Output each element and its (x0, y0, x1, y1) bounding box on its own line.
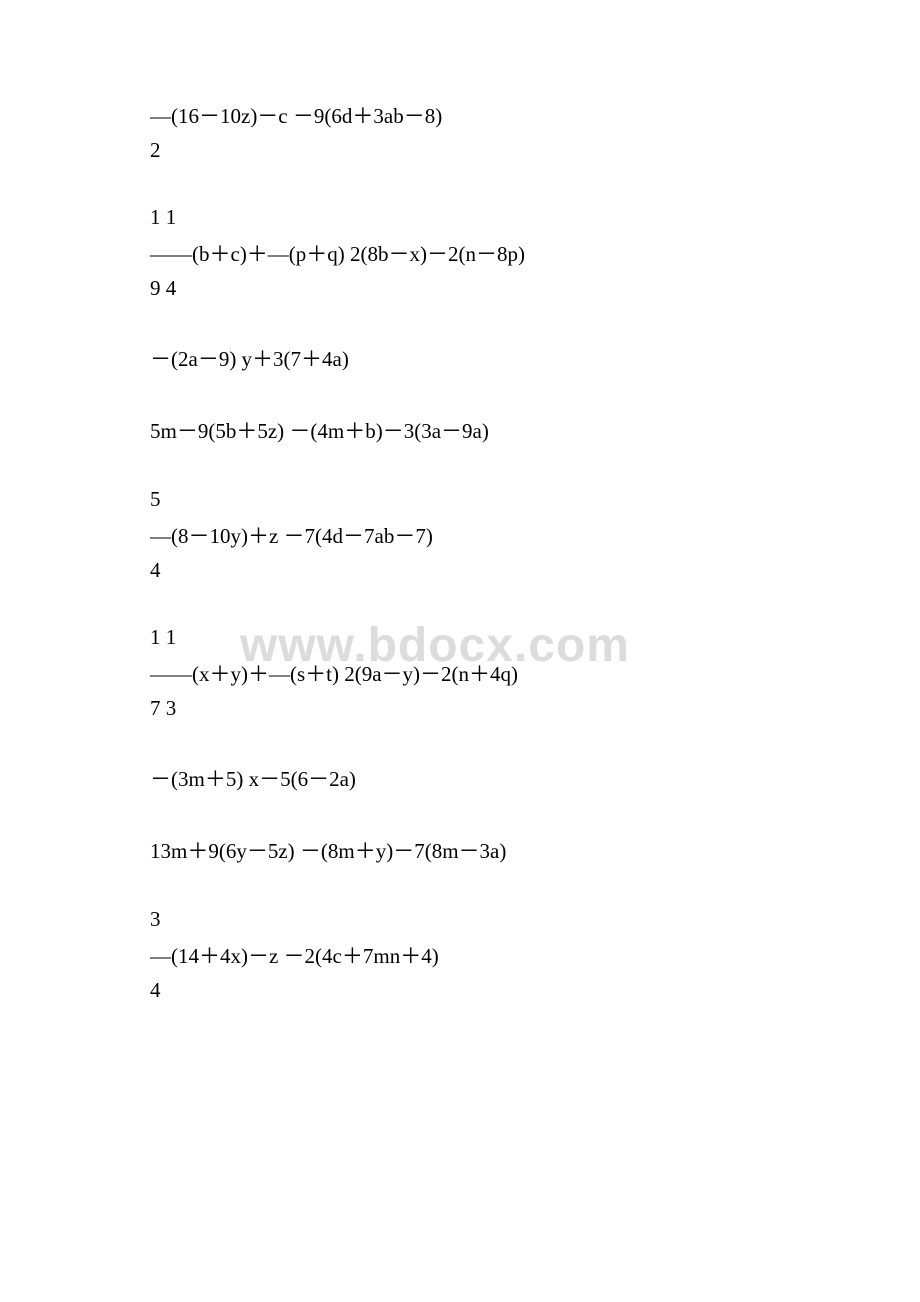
math-content: —(16－10z)－c －9(6d＋3ab－8) 2 1 1 ——(b＋c)＋—… (150, 100, 920, 1003)
expression-line: —(14＋4x)－z －2(4c＋7mn＋4) (150, 940, 920, 970)
expression-line: 4 (150, 558, 920, 583)
expression-group: —(16－10z)－c －9(6d＋3ab－8) 2 (150, 100, 920, 163)
expression-line: 1 1 (150, 625, 920, 650)
expression-line: 4 (150, 978, 920, 1003)
expression-group: －(3m＋5) x－5(6－2a) (150, 763, 920, 793)
expression-group: 1 1 ——(b＋c)＋—(p＋q) 2(8b－x)－2(n－8p) 9 4 (150, 205, 920, 301)
expression-line: 5m－9(5b＋5z) －(4m＋b)－3(3a－9a) (150, 415, 920, 445)
expression-group: 3 —(14＋4x)－z －2(4c＋7mn＋4) 4 (150, 907, 920, 1003)
expression-group: 1 1 ——(x＋y)＋—(s＋t) 2(9a－y)－2(n＋4q) 7 3 (150, 625, 920, 721)
expression-line: —(16－10z)－c －9(6d＋3ab－8) (150, 100, 920, 130)
expression-line: －(2a－9) y＋3(7＋4a) (150, 343, 920, 373)
expression-group: 5m－9(5b＋5z) －(4m＋b)－3(3a－9a) (150, 415, 920, 445)
expression-group: －(2a－9) y＋3(7＋4a) (150, 343, 920, 373)
expression-line: 3 (150, 907, 920, 932)
expression-group: 13m＋9(6y－5z) －(8m＋y)－7(8m－3a) (150, 835, 920, 865)
expression-line: ——(b＋c)＋—(p＋q) 2(8b－x)－2(n－8p) (150, 238, 920, 268)
expression-line: 13m＋9(6y－5z) －(8m＋y)－7(8m－3a) (150, 835, 920, 865)
expression-line: —(8－10y)＋z －7(4d－7ab－7) (150, 520, 920, 550)
expression-line: 7 3 (150, 696, 920, 721)
expression-line: 5 (150, 487, 920, 512)
expression-line: 9 4 (150, 276, 920, 301)
expression-line: ——(x＋y)＋—(s＋t) 2(9a－y)－2(n＋4q) (150, 658, 920, 688)
expression-line: －(3m＋5) x－5(6－2a) (150, 763, 920, 793)
expression-line: 2 (150, 138, 920, 163)
expression-group: 5 —(8－10y)＋z －7(4d－7ab－7) 4 (150, 487, 920, 583)
expression-line: 1 1 (150, 205, 920, 230)
